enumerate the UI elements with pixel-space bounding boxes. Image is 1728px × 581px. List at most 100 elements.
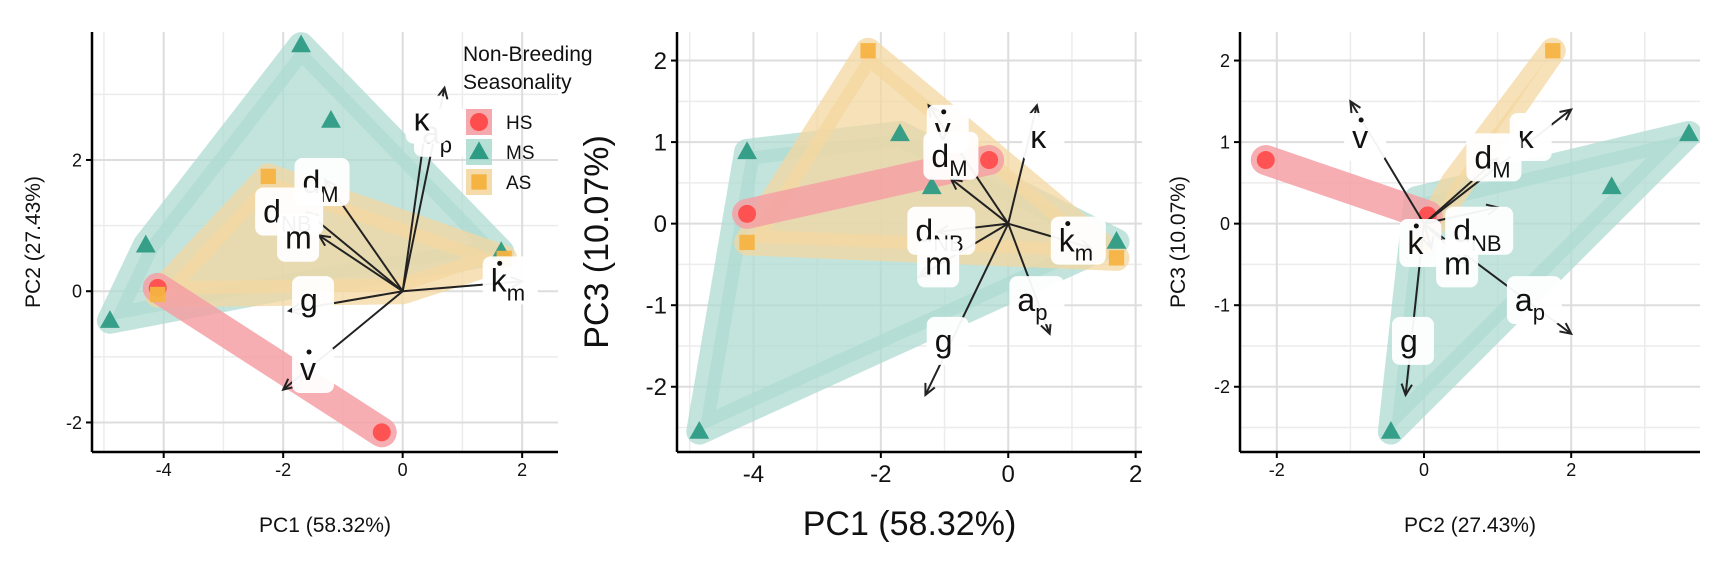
x-axis-label: PC2 (27.43%) — [1404, 514, 1536, 537]
loading-arrow — [950, 178, 1009, 225]
y-axis-label: PC3 (10.07%) — [1167, 176, 1190, 308]
point-AS — [739, 234, 755, 251]
loading-label: ap — [1506, 276, 1562, 325]
y-tick-label: 1 — [1220, 132, 1230, 152]
y-tick-label: 2 — [72, 150, 82, 170]
y-tick-label: -2 — [1214, 377, 1230, 397]
loading-label: dM — [1466, 133, 1522, 182]
x-axis-label: PC1 (58.32%) — [803, 505, 1017, 543]
label-box — [405, 95, 448, 144]
loading-label: ap — [1009, 276, 1065, 325]
dot-accent — [306, 349, 312, 355]
loading-label-subscript: M — [320, 182, 338, 207]
y-tick-label: 2 — [654, 48, 667, 75]
legend-item-MS: MS — [466, 139, 535, 165]
loading-label-subscript: m — [507, 280, 525, 305]
label-box — [917, 239, 960, 288]
loading-label: g — [926, 316, 969, 365]
label-box — [1399, 219, 1442, 268]
point-HS — [372, 423, 391, 442]
point-HS — [1256, 151, 1275, 170]
dot-accent — [497, 260, 503, 266]
x-tick-label: -2 — [1269, 460, 1285, 480]
label-box — [1009, 276, 1065, 325]
loading-label: g — [1391, 316, 1434, 365]
loading-label: k — [1399, 219, 1442, 268]
point-MS — [321, 109, 341, 128]
loading-label-text: g — [935, 323, 953, 359]
point-AS — [150, 286, 166, 303]
arrowhead — [924, 382, 936, 397]
loading-label-text: m — [1444, 245, 1471, 281]
loading-label: km — [1050, 216, 1106, 266]
point-MS — [135, 234, 156, 253]
point-HS — [738, 204, 757, 223]
point-MS — [1679, 123, 1699, 142]
y-tick-label: 1 — [654, 129, 667, 156]
y-axis-label: PC2 (27.43%) — [22, 176, 45, 308]
point-MS — [1380, 421, 1401, 439]
point-AS — [1108, 250, 1125, 266]
x-tick-label: -2 — [870, 461, 891, 488]
arrowhead — [1559, 322, 1574, 336]
y-tick-label: 2 — [1220, 51, 1230, 71]
x-tick-label: 0 — [398, 460, 408, 480]
loading-label-subscript: p — [1533, 300, 1545, 325]
loading-label-text: κ — [414, 102, 431, 138]
y-tick-label: -1 — [1214, 296, 1230, 316]
loading-label-subscript: M — [1492, 157, 1510, 182]
point-MS — [737, 141, 757, 160]
loading-label: κ — [1022, 113, 1065, 162]
dot-accent — [1358, 117, 1364, 123]
x-tick-label: 2 — [1566, 460, 1576, 480]
loading-label: m — [917, 239, 960, 288]
legend: Non-Breeding Seasonality HS MS AS — [463, 43, 593, 195]
loading-arrow — [318, 234, 404, 293]
hull-HS — [142, 272, 397, 448]
label-box — [1466, 133, 1522, 182]
x-tick-label: 2 — [1129, 461, 1142, 488]
loading-label-text: v — [300, 351, 316, 387]
y-tick-label: 0 — [72, 282, 82, 302]
loading-arrow — [924, 223, 1010, 396]
label-box — [1344, 113, 1387, 162]
arrowhead — [1559, 108, 1574, 121]
loading-label-text: m — [925, 245, 952, 281]
point-AS — [1545, 43, 1561, 59]
loading-label-text: g — [1400, 323, 1418, 359]
label-box — [926, 316, 969, 365]
y-tick-label: -2 — [66, 413, 82, 433]
loading-label-subscript: m — [1075, 241, 1093, 266]
hull-HS — [1250, 145, 1443, 231]
arrowhead — [436, 85, 449, 100]
loading-label: km — [482, 256, 538, 305]
loading-label-subscript: p — [1035, 300, 1047, 325]
dot-accent — [1065, 221, 1071, 227]
label-box — [923, 131, 979, 180]
legend-marker — [471, 174, 487, 190]
x-axis-label: PC1 (58.32%) — [259, 514, 391, 537]
legend-title-line-2: Seasonality — [463, 71, 572, 94]
loading-label-text: v — [1352, 119, 1368, 155]
loading-label-text: m — [285, 220, 312, 256]
plot-area: apkmκdMdNBmgv — [96, 32, 538, 448]
legend-item-HS: HS — [466, 109, 532, 135]
plot-area: κkmapvdMdNBmg — [686, 37, 1130, 445]
x-tick-label: -4 — [156, 460, 172, 480]
point-MS — [1106, 230, 1127, 249]
legend-item-AS: AS — [466, 169, 531, 195]
point-MS — [689, 421, 710, 439]
legend-label: HS — [506, 113, 532, 134]
y-tick-label: -2 — [646, 374, 667, 401]
label-box — [292, 344, 335, 393]
y-tick-label: 0 — [654, 211, 667, 238]
x-tick-label: 0 — [1002, 461, 1015, 488]
loading-label: v — [292, 344, 335, 393]
label-box — [1436, 239, 1479, 288]
dot-accent — [1413, 223, 1419, 229]
